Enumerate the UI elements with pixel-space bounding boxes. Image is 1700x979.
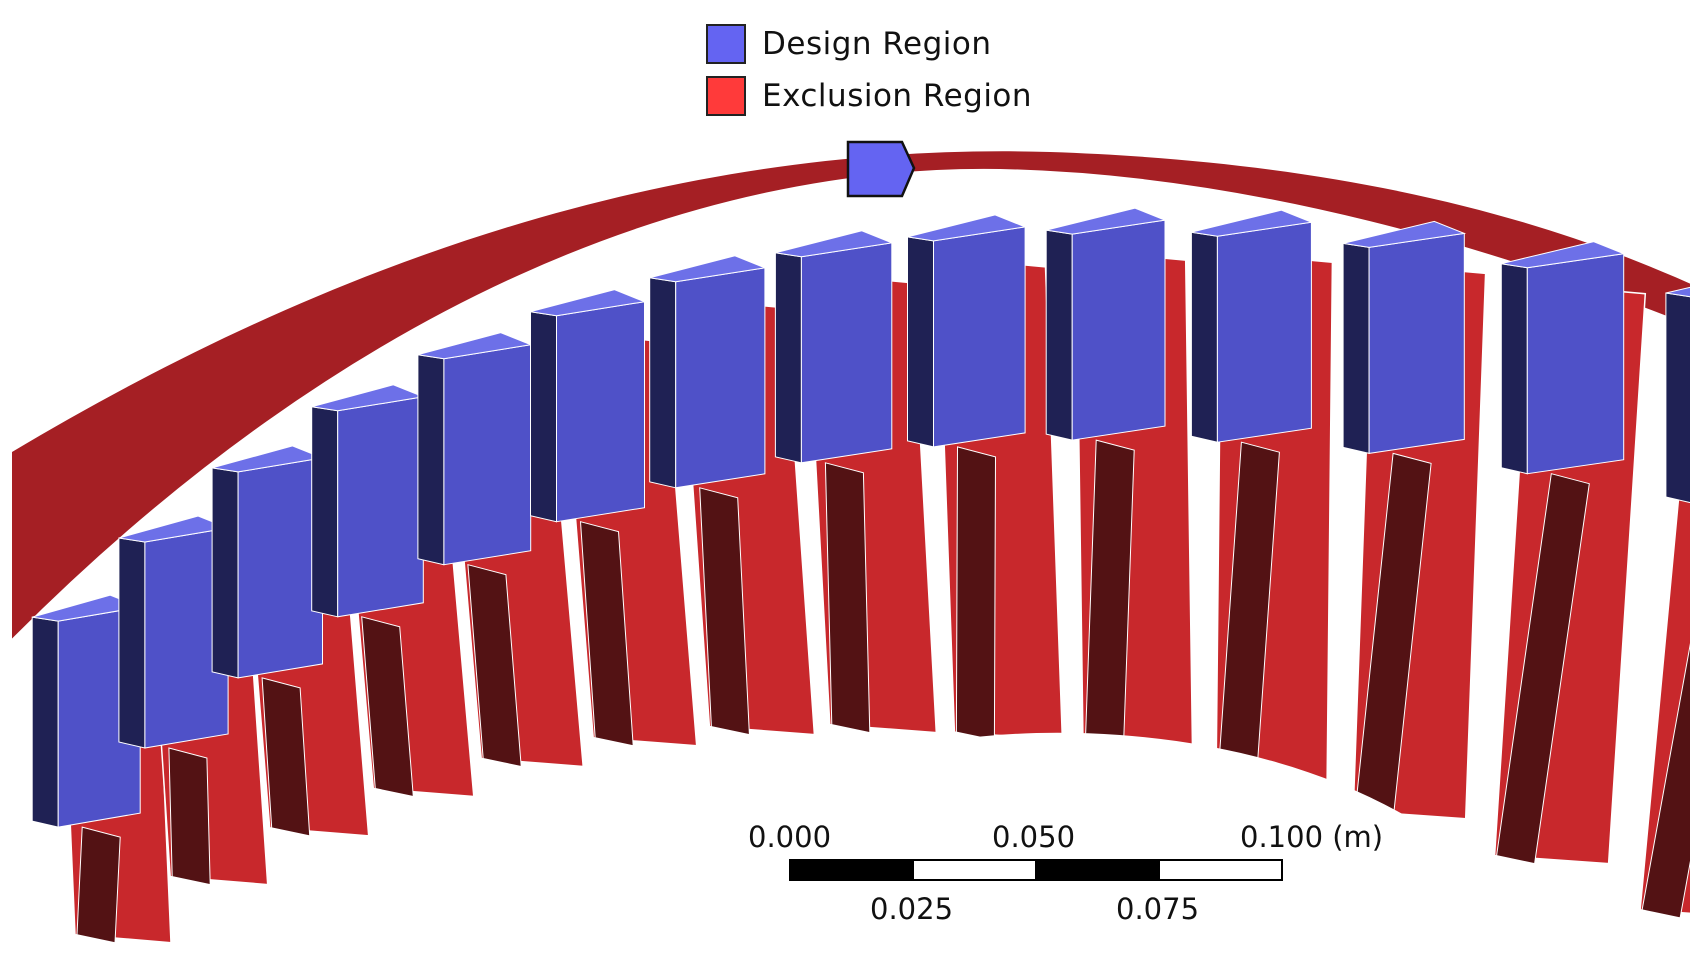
magnet-side: [774, 252, 802, 464]
tooth-shadow-face: [76, 826, 121, 944]
legend-swatch-exclusion: [706, 76, 746, 116]
magnet-face: [443, 344, 532, 566]
scale-label-0-025: 0.025: [870, 892, 954, 926]
tooth-shadow-face: [699, 487, 750, 736]
tooth-shadow-face: [955, 446, 997, 741]
right-crop: [1690, 0, 1700, 979]
magnet-side: [1190, 231, 1218, 443]
design-region-marker: [846, 140, 916, 198]
magnet-face: [556, 301, 645, 523]
magnet-top: [1501, 241, 1626, 269]
magnet-face: [237, 457, 323, 679]
stator-tooth: [774, 230, 938, 734]
stator-tooth: [1045, 207, 1194, 758]
magnet-side: [211, 467, 239, 679]
tooth-shadow-face: [824, 462, 871, 734]
magnet-side: [1342, 242, 1370, 455]
magnet-face: [1216, 221, 1312, 443]
magnet-face: [1368, 232, 1465, 454]
legend-item-exclusion-region: Exclusion Region: [706, 70, 1032, 122]
scale-label-0-100: 0.100 (m): [1240, 820, 1384, 854]
magnet-side: [1665, 292, 1693, 504]
outer-ring-band: [12, 151, 1700, 640]
magnet-side: [530, 311, 557, 523]
magnet-side: [311, 406, 339, 618]
scale-label-backdrop-bottom: [850, 884, 1250, 924]
scale-bar-segment: [1035, 859, 1160, 881]
scale-label-0-050: 0.050: [992, 820, 1076, 854]
legend-swatch-design: [706, 24, 746, 64]
tooth-shadow-face: [579, 521, 634, 747]
legend: Design Region Exclusion Region: [706, 18, 1032, 122]
design-region-marker-shape: [846, 140, 916, 198]
bottom-crop: [0, 962, 1700, 979]
tooth-shadow-face: [361, 616, 414, 798]
stator-tooth: [1190, 209, 1334, 784]
tooth-shadow-face: [1641, 587, 1700, 919]
magnet-face: [1526, 253, 1625, 475]
magnet-side: [31, 616, 59, 828]
magnet-face: [337, 396, 424, 618]
magnet-top: [1342, 220, 1467, 248]
stator-tooth: [1493, 241, 1647, 865]
magnet-top: [649, 255, 767, 283]
scale-label-backdrop-top: [735, 815, 1375, 857]
legend-item-design-region: Design Region: [706, 18, 1032, 70]
magnet-side: [649, 277, 677, 489]
magnet-top: [530, 289, 647, 317]
magnet-side: [1500, 263, 1528, 475]
left-crop: [0, 0, 10, 979]
magnet-side: [417, 354, 445, 566]
magnet-top: [1191, 209, 1314, 237]
scale-bar-segment: [789, 859, 914, 881]
scale-bar: [735, 815, 1375, 924]
scale-label-0-075: 0.075: [1116, 892, 1200, 926]
magnet-top: [907, 214, 1027, 242]
scale-bar-segment: [1158, 859, 1283, 881]
tooth-shadow-face: [168, 747, 211, 886]
scale-label-0-000: 0.000: [748, 820, 832, 854]
stator-tooth: [907, 214, 1064, 741]
scale-bar-segment: [912, 859, 1037, 881]
magnet-face: [675, 267, 766, 489]
magnet-side: [907, 236, 934, 448]
magnet-top: [775, 230, 894, 258]
tooth-shadow-face: [1496, 473, 1590, 865]
legend-label-design: Design Region: [762, 26, 992, 62]
magnet-face: [1071, 219, 1166, 441]
legend-label-exclusion: Exclusion Region: [762, 78, 1033, 114]
magnet-side: [118, 537, 146, 749]
tooth-shadow-face: [261, 677, 311, 837]
magnet-side: [1045, 229, 1073, 441]
tooth-shadow-face: [467, 564, 522, 768]
stator-tooth: [1342, 220, 1487, 820]
magnet-face: [933, 226, 1026, 448]
magnet-top: [1046, 207, 1167, 235]
magnet-face: [800, 242, 893, 464]
